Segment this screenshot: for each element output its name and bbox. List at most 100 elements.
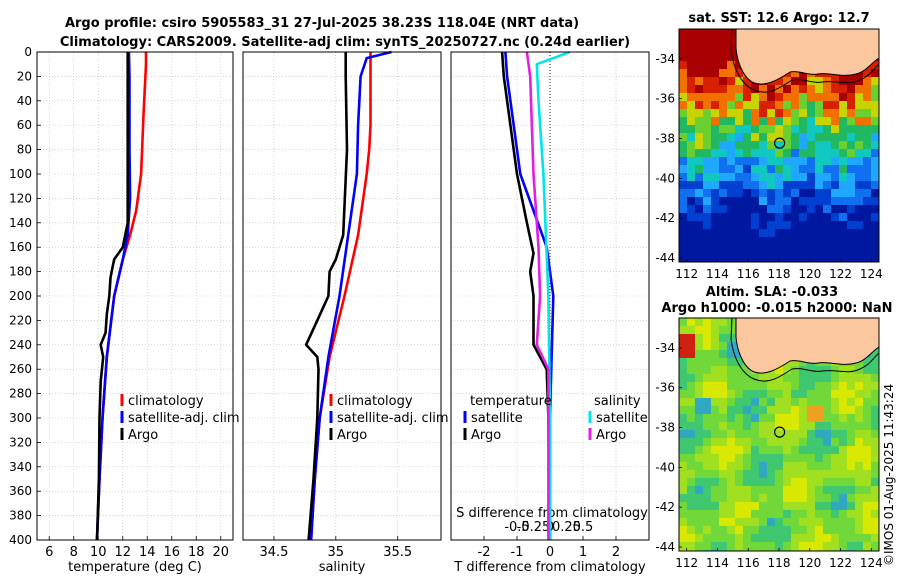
s-axis-label: S difference from climatology <box>456 506 648 521</box>
series-line-argo <box>304 52 349 541</box>
sla-cell <box>767 398 776 407</box>
sst-cell <box>855 181 864 190</box>
sst-cell <box>847 77 856 86</box>
sla-cell <box>751 430 760 439</box>
sst-cell <box>831 117 840 126</box>
sst-cell <box>807 101 816 110</box>
sla-cell <box>815 366 824 375</box>
sst-cell <box>711 141 720 150</box>
sla-cell <box>831 382 840 391</box>
sst-cell <box>847 173 856 182</box>
sla-cell <box>679 390 688 399</box>
sst-cell <box>735 205 744 214</box>
sst-cell <box>743 181 752 190</box>
sst-cell <box>703 221 712 230</box>
sla-cell <box>687 414 696 423</box>
sst-cell <box>823 157 832 166</box>
sst-cell <box>687 37 696 46</box>
sla-cell <box>735 454 744 463</box>
sst-cell <box>855 237 864 246</box>
sla-cell <box>679 542 688 551</box>
sla-cell <box>855 486 864 495</box>
y-tick-label: 380 <box>9 509 32 523</box>
sla-cell <box>775 470 784 479</box>
sst-cell <box>783 101 792 110</box>
sst-cell <box>831 141 840 150</box>
sst-cell <box>775 189 784 198</box>
sst-cell <box>711 213 720 222</box>
sla-cell <box>839 414 848 423</box>
sst-cell <box>703 205 712 214</box>
sst-cell <box>783 189 792 198</box>
sla-cell <box>767 446 776 455</box>
sst-cell <box>751 165 760 174</box>
sla-cell <box>863 390 872 399</box>
sst-cell <box>727 245 736 254</box>
sla-cell <box>799 374 808 383</box>
sla-cell <box>743 422 752 431</box>
sla-cell <box>727 494 736 503</box>
sla-cell <box>735 478 744 487</box>
x-tick-label: 12 <box>114 545 131 560</box>
sst-cell <box>735 85 744 94</box>
s-tick-label: 0.25 <box>552 520 581 535</box>
sst-cell <box>735 61 744 70</box>
legend-label-climatology: climatology <box>337 394 413 409</box>
sst-cell <box>791 93 800 102</box>
sst-cell <box>775 125 784 134</box>
sla-cell <box>759 510 768 519</box>
sst-cell <box>727 101 736 110</box>
sla-cell <box>727 390 736 399</box>
sst-cell <box>807 221 816 230</box>
sla-cell <box>823 398 832 407</box>
sla-cell <box>711 326 720 335</box>
sla-cell <box>735 470 744 479</box>
sst-cell <box>799 77 808 86</box>
sla-cell <box>751 398 760 407</box>
sst-cell <box>775 237 784 246</box>
sst-cell <box>767 245 776 254</box>
sst-cell <box>695 189 704 198</box>
sst-cell <box>703 245 712 254</box>
sla-cell <box>695 518 704 527</box>
sst-cell <box>807 149 816 158</box>
sst-cell <box>687 165 696 174</box>
sla-cell <box>807 430 816 439</box>
sla-cell <box>743 454 752 463</box>
sst-cell <box>839 93 848 102</box>
sla-cell <box>679 486 688 495</box>
sst-cell <box>727 237 736 246</box>
sla-cell <box>791 358 800 367</box>
sla-cell <box>735 406 744 415</box>
sst-cell <box>823 173 832 182</box>
sla-cell <box>727 438 736 447</box>
sla-cell <box>703 366 712 375</box>
sla-cell <box>719 542 728 551</box>
x-tick-label: 10 <box>90 545 107 560</box>
sst-cell <box>783 93 792 102</box>
sla-cell <box>871 430 879 439</box>
sst-cell <box>847 117 856 126</box>
sst-cell <box>847 165 856 174</box>
sla-cell <box>799 438 808 447</box>
sla-cell <box>703 510 712 519</box>
sla-cell <box>711 454 720 463</box>
sst-cell <box>711 109 720 118</box>
sst-cell <box>807 213 816 222</box>
sla-cell <box>831 534 840 543</box>
sla-cell <box>727 414 736 423</box>
sst-cell <box>791 133 800 142</box>
sst-cell <box>767 229 776 238</box>
sst-cell <box>735 197 744 206</box>
sla-cell <box>839 486 848 495</box>
sst-cell <box>847 205 856 214</box>
sla-cell <box>799 518 808 527</box>
sst-cell <box>759 165 768 174</box>
sst-cell <box>695 61 704 70</box>
sst-cell <box>711 45 720 54</box>
sla-cell <box>799 454 808 463</box>
sst-cell <box>863 197 872 206</box>
sst-cell <box>679 133 688 142</box>
sla-cell <box>743 542 752 551</box>
sla-cell <box>815 390 824 399</box>
